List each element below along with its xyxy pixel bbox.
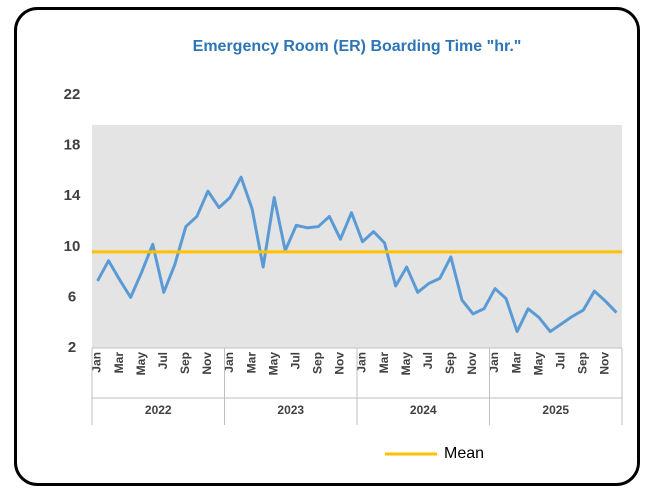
x-tick-label: Nov [333,352,347,375]
x-tick-label: May [266,352,280,376]
y-tick-label: 2 [68,339,76,356]
x-tick-label: Jan [355,352,369,373]
x-tick-label: Mar [377,352,391,374]
x-tick-label: Nov [200,352,214,375]
year-label: 2025 [542,403,569,417]
x-tick-label: Mar [509,352,523,374]
y-tick-label: 14 [64,187,81,204]
data-line [96,175,618,334]
x-tick-label: Jan [487,352,501,373]
x-tick-label: Jul [288,352,302,369]
chart-title: Emergency Room (ER) Boarding Time "hr." [193,38,522,55]
x-tick-label: Jul [156,352,170,369]
y-tick-label: 6 [68,288,76,305]
x-tick-label: Jan [90,352,104,373]
x-tick-label: Mar [112,352,126,374]
x-tick-label: Sep [178,352,192,374]
x-tick-label: Nov [598,352,612,375]
year-label: 2022 [145,403,172,417]
y-tick-label: 10 [64,238,81,255]
x-tick-label: Nov [465,352,479,375]
x-tick-label: Sep [576,352,590,374]
x-tick-label: Jul [553,352,567,369]
x-tick-label: Sep [311,352,325,374]
x-tick-label: May [134,352,148,376]
y-tick-label: 22 [64,86,81,103]
x-tick-label: May [531,352,545,376]
x-tick-label: Mar [244,352,258,374]
x-tick-label: Sep [443,352,457,374]
plot-area [92,125,622,348]
x-tick-label: Jul [421,352,435,369]
x-tick-label: Jan [222,352,236,373]
x-tick-label: May [399,352,413,376]
year-label: 2023 [277,403,304,417]
year-label: 2024 [410,403,437,417]
y-tick-label: 18 [64,137,81,154]
legend-label: Mean [444,445,484,462]
